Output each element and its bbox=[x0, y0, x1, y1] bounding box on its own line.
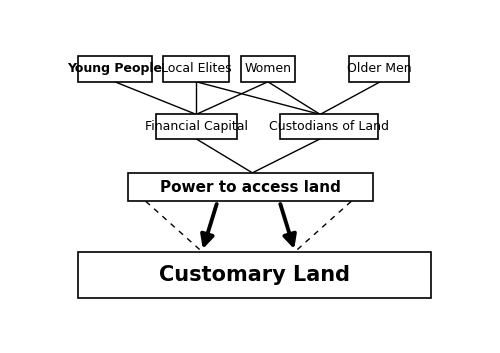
Text: Customary Land: Customary Land bbox=[159, 265, 350, 285]
Text: Financial Capital: Financial Capital bbox=[144, 120, 248, 133]
Text: Local Elites: Local Elites bbox=[161, 62, 232, 75]
FancyBboxPatch shape bbox=[156, 114, 237, 139]
FancyBboxPatch shape bbox=[280, 114, 378, 139]
Text: Women: Women bbox=[244, 62, 292, 75]
FancyBboxPatch shape bbox=[349, 56, 410, 82]
FancyBboxPatch shape bbox=[163, 56, 229, 82]
Text: Custodians of Land: Custodians of Land bbox=[269, 120, 389, 133]
Text: Power to access land: Power to access land bbox=[160, 180, 341, 195]
Text: Older Men: Older Men bbox=[347, 62, 412, 75]
FancyBboxPatch shape bbox=[241, 56, 295, 82]
Text: Young People: Young People bbox=[68, 62, 162, 75]
FancyBboxPatch shape bbox=[128, 173, 372, 201]
FancyBboxPatch shape bbox=[78, 252, 430, 298]
FancyBboxPatch shape bbox=[78, 56, 152, 82]
